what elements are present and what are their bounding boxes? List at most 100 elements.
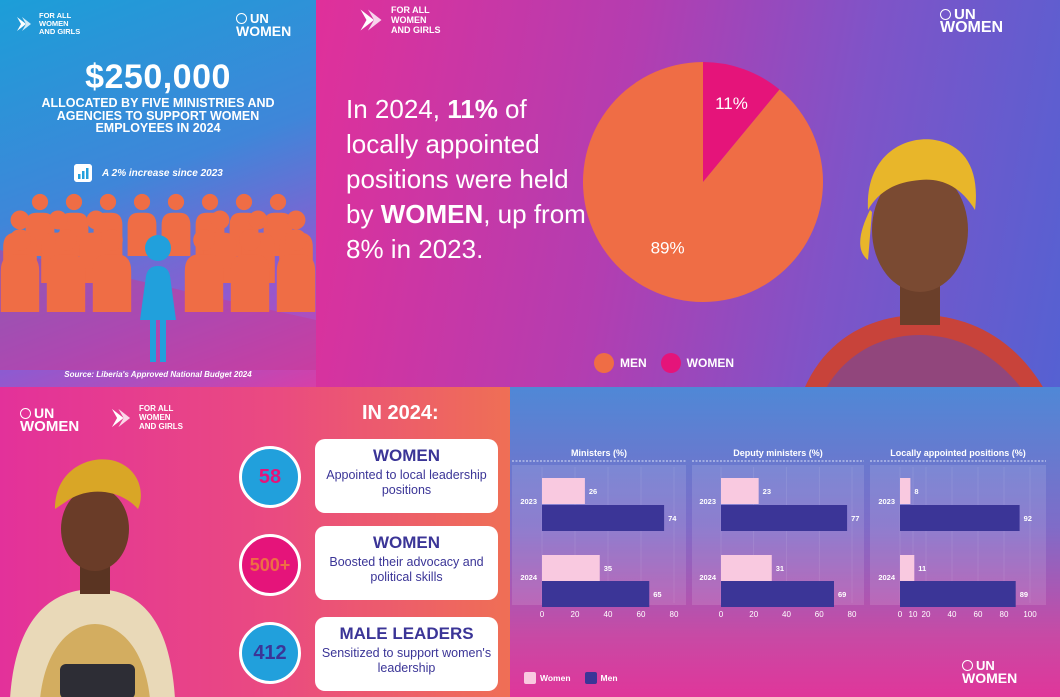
data-label: 11 <box>918 564 926 573</box>
people-illustration <box>0 193 316 370</box>
headline-stat: In 2024, 11% of locally appointed positi… <box>346 94 586 264</box>
data-label: 23 <box>763 487 771 496</box>
data-label: 92 <box>1024 514 1032 523</box>
bar-men-2023 <box>900 505 1020 531</box>
bar-men-2023 <box>542 505 665 531</box>
tick-label: 80 <box>670 610 679 619</box>
un-emblem-icon <box>20 408 31 419</box>
tick-label: 40 <box>782 610 791 619</box>
budget-amount: $250,000 <box>85 58 231 96</box>
data-label: 65 <box>653 590 661 599</box>
data-label: 89 <box>1020 590 1028 599</box>
bar-women-2023 <box>721 478 759 504</box>
legend-item-men: MEN <box>594 353 647 373</box>
for-all-women-logo: FOR ALL WOMEN AND GIRLS <box>14 12 80 36</box>
chart-title: Ministers (%) <box>571 448 627 458</box>
bar-women-2024 <box>900 555 915 581</box>
pie-legend: MEN WOMEN <box>594 353 740 373</box>
chart-title: Locally appointed positions (%) <box>890 448 1026 458</box>
stat-circle-women-trained: 500+ <box>239 534 301 596</box>
chevron-logo-icon <box>111 408 131 427</box>
bar-legend: Women Men <box>524 672 618 684</box>
chart-title: Deputy ministers (%) <box>733 448 823 458</box>
legend-item-men: Men <box>584 672 618 684</box>
pie-slice-men <box>583 62 823 302</box>
pie-label-men: 89% <box>651 238 685 257</box>
person-figure <box>276 229 316 312</box>
bar-chart-1: Ministers (%) 0 20 40 60 80 2023 26 74 2024 35 65 <box>512 448 686 619</box>
bar-men-2023 <box>721 505 848 531</box>
data-label: 74 <box>668 514 677 523</box>
woman-figure <box>140 235 176 362</box>
tick-label: 60 <box>637 610 646 619</box>
pie-panel: FOR ALL WOMEN AND GIRLS UN WOMEN In 2024, … <box>316 0 1060 387</box>
un-women-logo: UN WOMEN <box>962 658 1018 686</box>
un-emblem-icon <box>940 9 951 20</box>
stat-circle-women-appointed: 58 <box>239 446 301 508</box>
tick-label: 100 <box>1023 610 1037 619</box>
data-label: 8 <box>914 487 918 496</box>
women-swatch <box>524 672 536 684</box>
pie-label-women: 11% <box>715 94 748 113</box>
un-emblem-icon <box>962 660 973 671</box>
category-label: 2024 <box>520 573 538 582</box>
source-note: Source: Liberia's Approved National Budg… <box>64 370 252 379</box>
bar-charts: Ministers (%)0 20 40 60 802023267420243565De… <box>512 448 1046 619</box>
tick-label: 20 <box>749 610 758 619</box>
budget-description: ALLOCATED BY FIVE MINISTRIES AND AGENCIE… <box>41 96 275 135</box>
bar-men-2024 <box>542 581 650 607</box>
category-label: 2024 <box>878 573 896 582</box>
bar-chart-2: Deputy ministers (%) 0 20 40 60 80 2023 23 77 202… <box>692 448 864 619</box>
for-all-women-logo: FOR ALL WOMEN AND GIRLS <box>108 404 183 431</box>
un-women-logo: UN WOMEN <box>236 11 292 39</box>
tick-label: 20 <box>922 610 931 619</box>
woman-portrait <box>10 459 175 697</box>
bar-charts-panel: Ministers (%) 0 20 40 60 80 2023 26 74 2024 35 65 De… <box>510 387 1060 697</box>
person-figure <box>92 229 132 312</box>
data-label: 26 <box>589 487 597 496</box>
tick-label: 40 <box>604 610 613 619</box>
bar-women-2023 <box>542 478 585 504</box>
legend-item-women: WOMEN <box>660 353 734 373</box>
category-label: 2024 <box>699 573 717 582</box>
chevron-logo-icon <box>17 17 31 31</box>
bar-men-2024 <box>721 581 834 607</box>
stat-card-women-trained: WOMEN Boosted their advocacy and politic… <box>315 526 498 600</box>
tick-label: 0 <box>719 610 724 619</box>
data-label: 31 <box>776 564 784 573</box>
highlights-panel: UN WOMEN FOR ALL WOMEN AND GIRLS IN 2024: … <box>0 387 510 697</box>
bar-women-2023 <box>900 478 911 504</box>
for-all-women-logo: FOR ALL WOMEN AND GIRLS <box>356 5 441 35</box>
bar-men-2024 <box>900 581 1016 607</box>
budget-panel: FOR ALL WOMEN AND GIRLS UN WOMEN $250,000 … <box>0 0 316 387</box>
tick-label: 60 <box>974 610 983 619</box>
tick-label: 60 <box>815 610 824 619</box>
un-emblem-icon <box>236 13 247 24</box>
person-figure <box>230 229 270 312</box>
data-label: 77 <box>851 514 859 523</box>
un-women-logo: UN WOMEN <box>20 405 80 435</box>
tick-label: 80 <box>848 610 857 619</box>
category-label: 2023 <box>699 497 716 506</box>
men-swatch <box>584 672 597 684</box>
tick-label: 0 <box>898 610 903 619</box>
legend-item-women: Women <box>524 672 571 684</box>
person-figure <box>0 229 40 312</box>
stat-card-male-leaders: MALE LEADERS Sensitized to support women… <box>315 617 498 691</box>
pie-chart: 89% 11% <box>583 62 823 302</box>
tick-label: 80 <box>1000 610 1009 619</box>
data-label: 69 <box>838 590 846 599</box>
increase-note: A 2% increase since 2023 <box>74 164 223 182</box>
bar-chart-3: Locally appointed positions (%) 0 10 20 40 60… <box>870 448 1046 619</box>
category-label: 2023 <box>878 497 895 506</box>
bar-women-2024 <box>721 555 772 581</box>
data-label: 35 <box>604 564 612 573</box>
women-swatch <box>660 353 681 373</box>
tick-label: 20 <box>571 610 580 619</box>
un-women-logo: UN WOMEN <box>940 6 1004 36</box>
stat-card-women-appointed: WOMEN Appointed to local leadership posi… <box>315 439 498 513</box>
tick-label: 40 <box>948 610 957 619</box>
chevron-logo-icon <box>360 9 382 31</box>
tick-label: 10 <box>909 610 918 619</box>
person-figure <box>184 229 224 312</box>
